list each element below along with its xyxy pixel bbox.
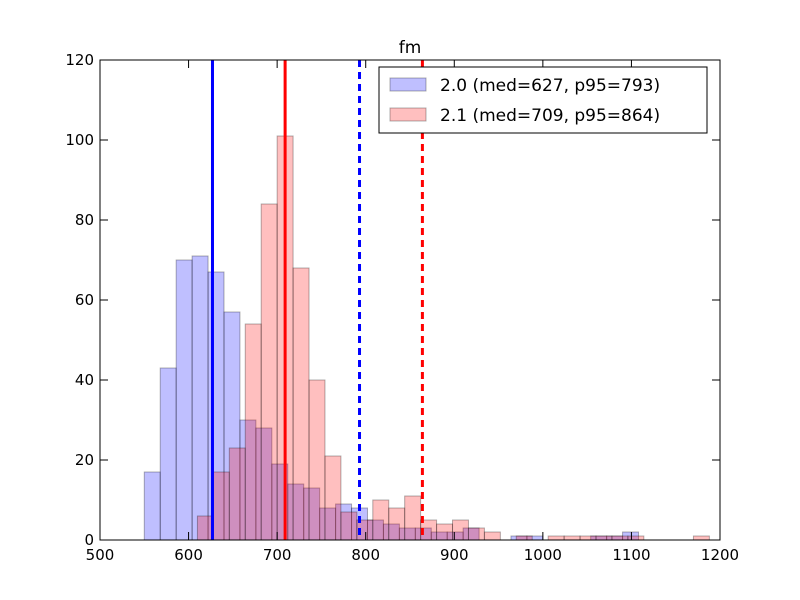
legend-label-series-2-0: 2.0 (med=627, p95=793) [440, 76, 660, 96]
histogram-bar-series-1-bin-27 [627, 535, 645, 541]
histogram-bar-series-1-bin-0 [196, 515, 214, 541]
legend-box [378, 66, 708, 134]
y-tick-label: 120 [65, 51, 94, 69]
chart-title: fm [399, 38, 422, 58]
axes: 500 600 700 800 900 1000 1100 1200 0 20 40 60 80 100 1… [65, 51, 739, 564]
histogram-bar-series-1-bin-12 [388, 507, 406, 541]
x-tick-label: 1000 [524, 546, 562, 564]
x-tick-label: 800 [351, 546, 380, 564]
histogram-bar-series-1-bin-1 [212, 471, 230, 541]
histogram-bar-series-1-bin-18 [483, 531, 501, 541]
histogram-bar-series-1-bin-11 [372, 499, 390, 541]
legend: 2.0 (med=627, p95=793) 2.1 (med=709, p95… [378, 66, 708, 134]
histogram-bar-series-1-bin-15 [436, 523, 454, 541]
legend-swatch-series-2-1 [389, 107, 427, 122]
y-tick-label: 0 [84, 531, 94, 549]
legend-label-series-2-1: 2.1 (med=709, p95=864) [440, 106, 660, 126]
x-tick-label: 600 [174, 546, 203, 564]
histogram-bar-series-1-bin-28 [692, 535, 710, 541]
histogram-bar-series-1-bin-8 [324, 455, 342, 541]
y-tick-label: 40 [75, 371, 94, 389]
x-tick-label: 1100 [612, 546, 650, 564]
histogram-bar-series-1-bin-7 [308, 379, 326, 541]
y-tick-label: 80 [75, 211, 94, 229]
histogram-bar-series-1-bin-26 [611, 535, 629, 541]
histogram-bar-series-0-bin-1 [159, 367, 177, 541]
histogram-bar-series-1-bin-4 [260, 203, 278, 541]
histogram-bar-series-1-bin-16 [452, 519, 469, 541]
histogram-bar-series-0-bin-0 [143, 471, 161, 541]
x-tick-label: 500 [86, 546, 115, 564]
plot-area [143, 60, 710, 541]
y-tick-label: 60 [75, 291, 94, 309]
histogram-bar-series-1-bin-24 [579, 535, 597, 541]
y-tick-label: 100 [65, 131, 94, 149]
histogram-bar-series-1-bin-23 [563, 535, 581, 541]
histogram-bar-series-1-bin-13 [404, 495, 422, 541]
y-tick-label: 20 [75, 451, 94, 469]
x-tick-label: 700 [263, 546, 292, 564]
histogram-bar-series-1-bin-9 [340, 511, 358, 541]
legend-swatch-series-2-0 [389, 77, 427, 92]
histogram-bar-series-1-bin-20 [515, 535, 533, 541]
histogram-bar-series-0-bin-2 [175, 259, 193, 541]
histogram-bar-series-1-bin-17 [467, 527, 485, 541]
histogram-bar-series-1-bin-22 [547, 535, 565, 541]
x-tick-label: 1200 [701, 546, 739, 564]
x-tick-label: 900 [440, 546, 469, 564]
histogram-bar-series-1-bin-25 [595, 535, 613, 541]
histogram-bar-series-1-bin-2 [228, 447, 246, 541]
histogram-bar-series-0-bin-3 [191, 255, 209, 541]
histogram-bar-series-1-bin-3 [244, 323, 262, 541]
histogram-bar-series-1-bin-6 [292, 267, 310, 541]
